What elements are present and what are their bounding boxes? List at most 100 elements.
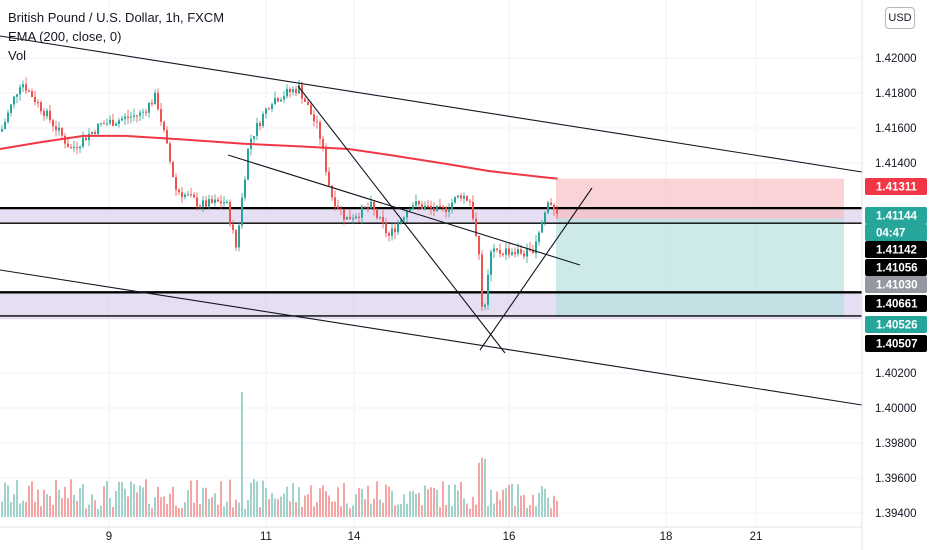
volume-bar <box>469 508 471 517</box>
candle-body <box>196 197 198 207</box>
volume-bar <box>82 484 84 517</box>
time-axis[interactable]: 9 11 14 16 18 21 <box>0 526 862 543</box>
volume-bar <box>349 508 351 517</box>
candle-body <box>100 123 102 125</box>
volume-bar <box>100 505 102 517</box>
price-axis[interactable]: 1.42000 1.41800 1.41600 1.41400 1.40200 1.400… <box>861 0 917 550</box>
candle-body <box>499 249 501 254</box>
price-tag-box <box>865 178 927 195</box>
candle-body <box>517 249 519 254</box>
candle-body <box>199 206 201 208</box>
volume-bar <box>310 485 312 517</box>
candle-body <box>76 147 78 149</box>
candle-body <box>178 189 180 193</box>
time-tick-label: 9 <box>106 531 112 543</box>
volume-bar <box>556 500 558 517</box>
time-tick-label: 16 <box>503 531 516 543</box>
volume-bar <box>25 502 27 517</box>
volume-bar <box>343 482 345 517</box>
volume-bar <box>355 494 357 517</box>
candle-body <box>370 201 372 209</box>
candle-body <box>445 207 447 212</box>
volume-bar <box>220 481 222 517</box>
candle-body <box>202 200 204 207</box>
candle-body <box>67 143 69 148</box>
candle-body <box>223 202 225 204</box>
volume-bar <box>370 503 372 517</box>
candle-body <box>187 194 189 196</box>
volume-bar <box>337 487 339 517</box>
time-tick-label: 11 <box>260 531 272 543</box>
volume-bar <box>313 506 315 517</box>
candle-body <box>292 89 294 93</box>
price-tick-label: 1.41600 <box>875 123 917 135</box>
volume-bar <box>253 479 255 517</box>
volume-bar <box>538 492 540 517</box>
volume-bar <box>442 481 444 517</box>
volume-bar <box>439 507 441 517</box>
volume-bar <box>73 494 75 517</box>
ema-legend[interactable]: EMA (200, close, 0) <box>8 29 122 44</box>
candle-body <box>151 102 153 105</box>
candle-body <box>37 102 39 104</box>
volume-bar <box>346 503 348 517</box>
candle-body <box>268 108 270 110</box>
volume-bar <box>517 484 519 517</box>
symbol-title[interactable]: British Pound / U.S. Dollar, 1h, FXCM <box>8 10 225 25</box>
volume-bar <box>550 508 552 517</box>
volume-bar <box>64 486 66 517</box>
candle-body <box>259 123 261 127</box>
volume-bar <box>289 501 291 517</box>
volume-bar <box>7 485 9 517</box>
volume-bar <box>271 493 273 517</box>
volume-bar <box>265 487 267 517</box>
candle-body <box>205 200 207 207</box>
candle-body <box>211 199 213 203</box>
price-tick-label: 1.40200 <box>875 368 917 380</box>
trend-line <box>479 187 593 351</box>
price-tag-label: 1.41030 <box>876 280 918 292</box>
time-tick-label: 14 <box>348 531 361 543</box>
volume-bar <box>121 482 123 517</box>
candle-body <box>34 96 36 103</box>
volume-bar <box>460 481 462 517</box>
candle-body <box>130 116 132 118</box>
volume-bar <box>520 495 522 517</box>
volume-bar <box>232 507 234 517</box>
volume-bar <box>541 485 543 517</box>
candle-body <box>436 205 438 212</box>
volume-legend[interactable]: Vol <box>8 48 27 63</box>
volume-bar <box>445 504 447 517</box>
candle-body <box>244 179 246 198</box>
candle-body <box>208 199 210 207</box>
candle-body <box>322 138 324 149</box>
candle-body <box>388 233 390 236</box>
volume-bar <box>286 486 288 517</box>
volume-bar <box>16 479 18 517</box>
candle-body <box>463 196 465 199</box>
volume-bar <box>514 506 516 517</box>
volume-bar <box>238 502 240 517</box>
candle-body <box>64 135 66 144</box>
candle-body <box>184 194 186 197</box>
volume-bar <box>388 486 390 517</box>
candle-body <box>70 147 72 149</box>
volume-bar <box>67 498 69 517</box>
candle-body <box>61 127 63 136</box>
volume-bar <box>244 508 246 517</box>
volume-bar <box>103 486 105 517</box>
candle-body <box>88 133 90 141</box>
candle-body <box>409 209 411 211</box>
volume-bar <box>430 487 432 517</box>
currency-button[interactable]: USD <box>885 7 915 29</box>
volume-bar <box>487 506 489 517</box>
candle-body <box>394 228 396 233</box>
trend-lines[interactable] <box>0 35 863 406</box>
candle-body <box>253 135 255 139</box>
volume-bar <box>319 488 321 517</box>
candle-body <box>430 205 432 209</box>
volume-bar <box>475 504 477 517</box>
candle-body <box>454 197 456 203</box>
volume-bar <box>175 505 177 517</box>
